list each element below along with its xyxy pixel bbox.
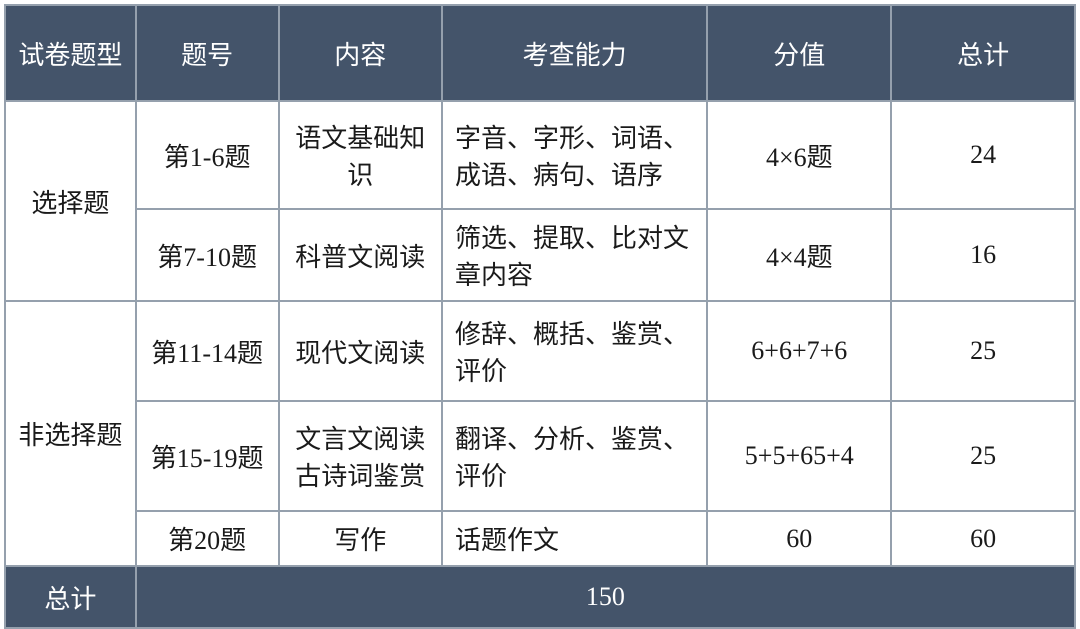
cell-total: 16 [891, 209, 1075, 301]
cell-content: 现代文阅读 [279, 301, 442, 401]
exam-structure-table-container: 试卷题型 题号 内容 考查能力 分值 总计 选择题 第1-6题 语文基础知识 字… [0, 0, 1080, 609]
cell-total: 60 [891, 511, 1075, 566]
header-number: 题号 [136, 5, 279, 101]
cell-number: 第11-14题 [136, 301, 279, 401]
cell-score: 60 [707, 511, 891, 566]
footer-grand-total: 150 [136, 566, 1075, 628]
cell-number: 第15-19题 [136, 401, 279, 511]
cell-type: 选择题 [5, 101, 136, 301]
cell-score: 4×4题 [707, 209, 891, 301]
cell-ability: 翻译、分析、鉴赏、评价 [442, 401, 707, 511]
cell-ability: 修辞、概括、鉴赏、评价 [442, 301, 707, 401]
cell-total: 24 [891, 101, 1075, 209]
cell-number: 第7-10题 [136, 209, 279, 301]
header-score: 分值 [707, 5, 891, 101]
cell-content: 写作 [279, 511, 442, 566]
header-total: 总计 [891, 5, 1075, 101]
cell-ability: 话题作文 [442, 511, 707, 566]
cell-number: 第20题 [136, 511, 279, 566]
cell-type: 非选择题 [5, 301, 136, 566]
cell-total: 25 [891, 401, 1075, 511]
cell-number: 第1-6题 [136, 101, 279, 209]
header-content: 内容 [279, 5, 442, 101]
cell-score: 6+6+7+6 [707, 301, 891, 401]
cell-score: 4×6题 [707, 101, 891, 209]
cell-ability: 筛选、提取、比对文章内容 [442, 209, 707, 301]
cell-ability: 字音、字形、词语、成语、病句、语序 [442, 101, 707, 209]
cell-score: 5+5+65+4 [707, 401, 891, 511]
table-row: 第15-19题 文言文阅读古诗词鉴赏 翻译、分析、鉴赏、评价 5+5+65+4 … [5, 401, 1075, 511]
table-row: 第7-10题 科普文阅读 筛选、提取、比对文章内容 4×4题 16 [5, 209, 1075, 301]
exam-structure-table: 试卷题型 题号 内容 考查能力 分值 总计 选择题 第1-6题 语文基础知识 字… [4, 4, 1076, 629]
table-row: 非选择题 第11-14题 现代文阅读 修辞、概括、鉴赏、评价 6+6+7+6 2… [5, 301, 1075, 401]
cell-content: 科普文阅读 [279, 209, 442, 301]
cell-total: 25 [891, 301, 1075, 401]
header-type: 试卷题型 [5, 5, 136, 101]
table-row: 选择题 第1-6题 语文基础知识 字音、字形、词语、成语、病句、语序 4×6题 … [5, 101, 1075, 209]
table-header-row: 试卷题型 题号 内容 考查能力 分值 总计 [5, 5, 1075, 101]
table-row: 第20题 写作 话题作文 60 60 [5, 511, 1075, 566]
table-footer-row: 总计 150 [5, 566, 1075, 628]
cell-content: 语文基础知识 [279, 101, 442, 209]
header-ability: 考查能力 [442, 5, 707, 101]
cell-content: 文言文阅读古诗词鉴赏 [279, 401, 442, 511]
footer-label: 总计 [5, 566, 136, 628]
